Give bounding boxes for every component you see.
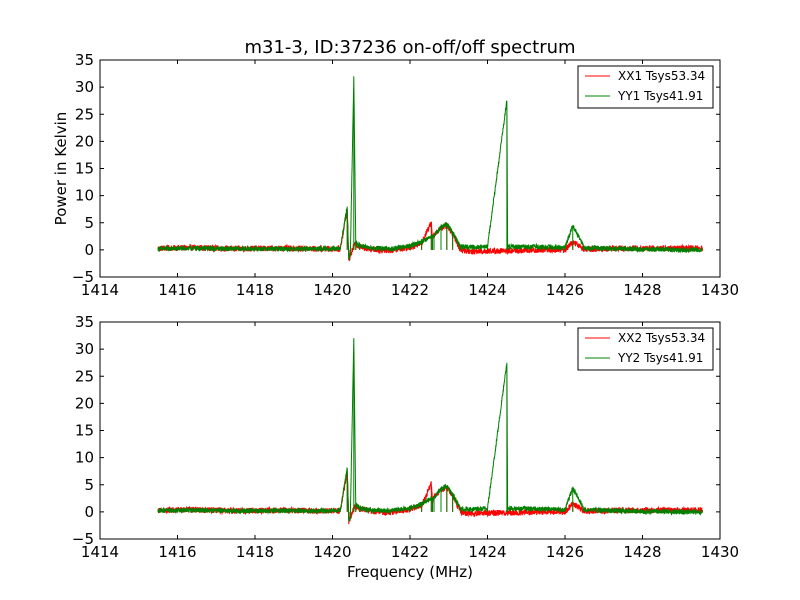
x-tick-label: 1416 [158, 543, 196, 561]
x-axis-label: Frequency (MHz) [347, 563, 473, 581]
y-tick-label: −5 [72, 268, 94, 286]
x-tick-label: 1424 [468, 281, 506, 299]
x-tick-label: 1422 [391, 281, 429, 299]
x-tick-label: 1414 [81, 543, 119, 561]
y-tick-label: 30 [75, 340, 94, 358]
y-tick-label: 0 [84, 241, 94, 259]
y-tick-label: 35 [75, 313, 94, 331]
x-tick-label: 1424 [468, 543, 506, 561]
top-spectrum-panel: 1414 1416 1418 1420 1422 1424 1426 1428 1430 −5 0 5… [52, 51, 739, 299]
x-tick-label: 1430 [701, 281, 739, 299]
series-group [157, 76, 704, 262]
legend-box [577, 65, 714, 109]
legend-label: XX1 Tsys53.34 [618, 69, 705, 83]
y-tick-label: 10 [75, 449, 94, 467]
x-tick-label: 1418 [236, 281, 274, 299]
y-tick-label: 10 [75, 187, 94, 205]
y-tick-label: 5 [84, 476, 94, 494]
y-tick-label: 25 [75, 367, 94, 385]
x-tick-label: 1428 [623, 281, 661, 299]
x-tick-label: 1430 [701, 543, 739, 561]
legend-label: YY1 Tsys41.91 [617, 89, 703, 103]
x-tick-label: 1418 [236, 543, 274, 561]
series-line-yy [157, 76, 703, 261]
y-tick-label: 20 [75, 394, 94, 412]
x-tick-label: 1414 [81, 281, 119, 299]
y-tick-label: −5 [72, 530, 94, 548]
x-tick-label: 1416 [158, 281, 196, 299]
y-tick-label: 20 [75, 132, 94, 150]
y-tick-label: 35 [75, 51, 94, 69]
y-tick-label: 0 [84, 503, 94, 521]
bottom-spectrum-panel: 1414 1416 1418 1420 1422 1424 1426 1428 1430 −5 0 5… [72, 313, 739, 581]
legend: XX2 Tsys53.34 YY2 Tsys41.91 [577, 327, 714, 371]
x-tick-label: 1420 [313, 543, 351, 561]
y-tick-label: 15 [75, 160, 94, 178]
y-tick-label: 15 [75, 422, 94, 440]
figure-title: m31-3, ID:37236 on-off/off spectrum [244, 37, 575, 58]
y-axis-label: Power in Kelvin [52, 112, 70, 226]
x-tick-label: 1426 [546, 281, 584, 299]
legend-box [577, 327, 714, 371]
x-tick-label: 1420 [313, 281, 351, 299]
y-tick-label: 5 [84, 214, 94, 232]
x-tick-label: 1426 [546, 543, 584, 561]
legend: XX1 Tsys53.34 YY1 Tsys41.91 [577, 65, 714, 109]
legend-label: YY2 Tsys41.91 [617, 351, 703, 365]
series-group [157, 338, 704, 525]
series-line-yy [157, 338, 703, 522]
x-tick-label: 1428 [623, 543, 661, 561]
y-tick-label: 30 [75, 78, 94, 96]
x-tick-label: 1422 [391, 543, 429, 561]
legend-label: XX2 Tsys53.34 [618, 331, 705, 345]
y-tick-label: 25 [75, 105, 94, 123]
